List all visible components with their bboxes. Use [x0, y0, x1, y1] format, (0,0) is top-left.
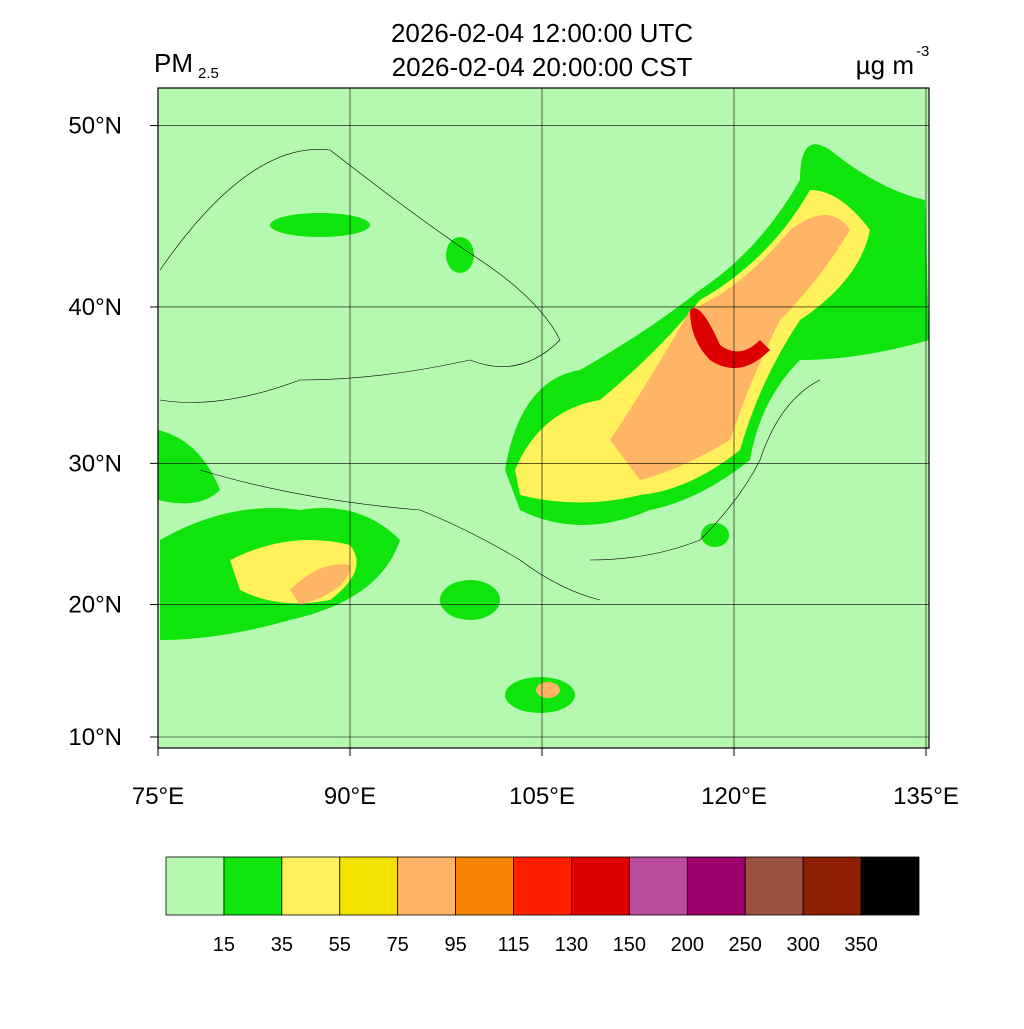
colorbar-label: 350: [844, 934, 877, 956]
x-tick-label: 105°E: [509, 783, 575, 810]
colorbar-box: [223, 856, 283, 916]
colorbar-box: [628, 856, 688, 916]
colorbar-box: [281, 856, 341, 916]
y-tick-label: 50°N: [68, 113, 122, 140]
colorbar-label: 95: [444, 934, 466, 956]
title-line: 2026-02-04 12:00:00 UTC: [391, 18, 693, 48]
colorbar-label: 15: [213, 934, 235, 956]
colorbar-box: [802, 856, 862, 916]
x-tick-label: 135°E: [893, 783, 959, 810]
y-tick-label: 40°N: [68, 294, 122, 321]
units: µg m: [856, 50, 914, 80]
colorbar-box: [165, 856, 225, 916]
y-tick-label: 20°N: [68, 592, 122, 619]
colorbar-box: [339, 856, 399, 916]
colorbar-label: 55: [329, 934, 351, 956]
colorbar-box: [455, 856, 514, 916]
colorbar-box: [571, 856, 630, 916]
colorbar-label: 75: [387, 934, 409, 956]
colorbar-label: 115: [498, 934, 530, 956]
colorbar-box: [397, 856, 457, 916]
colorbar-label: 35: [271, 934, 293, 956]
colorbar-label: 300: [786, 934, 819, 956]
y-tick-label: 10°N: [68, 724, 122, 751]
colorbar-label: 200: [671, 934, 704, 956]
x-tick-label: 75°E: [132, 783, 184, 810]
units-superscript: -3: [916, 43, 929, 60]
colorbar-box: [513, 856, 572, 916]
colorbar-label: 130: [555, 934, 588, 956]
colorbar-box: [744, 856, 804, 916]
title-line: 2026-02-04 20:00:00 CST: [392, 52, 693, 82]
colorbar-box: [860, 856, 920, 916]
x-tick-label: 120°E: [701, 783, 767, 810]
y-tick-label: 30°N: [68, 450, 122, 477]
colorbar-label: 250: [729, 934, 762, 956]
colorbar-label: 150: [613, 934, 646, 956]
variable-name: PM: [154, 48, 193, 78]
pollution-field: [158, 144, 929, 713]
x-tick-label: 90°E: [324, 783, 376, 810]
colorbar-box: [686, 856, 746, 916]
variable-subscript: 2.5: [198, 65, 219, 82]
map-frame: [157, 87, 930, 749]
